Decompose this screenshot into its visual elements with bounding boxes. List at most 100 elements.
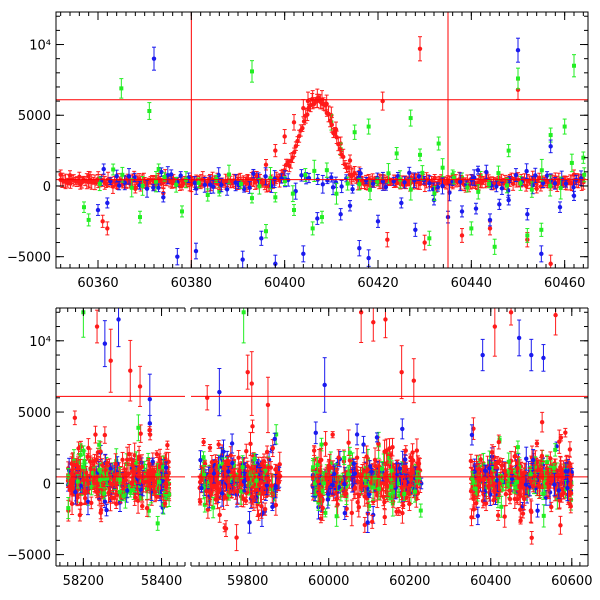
data-point-red (94, 454, 99, 465)
data-point-green (451, 171, 456, 185)
marker (94, 457, 99, 462)
data-point-blue (165, 166, 171, 185)
data-point-red (334, 130, 339, 145)
marker (440, 165, 445, 170)
data-point-blue (114, 169, 119, 183)
data-point-green (312, 159, 317, 183)
marker (552, 181, 558, 186)
data-point-red (380, 91, 385, 111)
marker (219, 182, 224, 188)
marker (339, 184, 344, 189)
data-point-red (77, 508, 83, 522)
data-point-green (418, 148, 422, 162)
marker (196, 180, 201, 185)
marker (93, 432, 98, 437)
marker (202, 182, 208, 188)
marker (320, 215, 324, 220)
marker (69, 501, 75, 507)
marker (150, 459, 155, 464)
marker (124, 457, 130, 462)
marker (515, 47, 521, 53)
data-point-green (516, 67, 520, 90)
marker (548, 133, 553, 138)
data-point-green (525, 228, 530, 243)
data-point-blue (350, 184, 355, 194)
data-point-red (548, 254, 553, 268)
marker (97, 181, 102, 186)
marker (412, 178, 417, 183)
marker (533, 173, 538, 178)
marker (205, 192, 210, 197)
marker (133, 495, 138, 500)
marker (116, 183, 122, 188)
marker (451, 175, 456, 180)
marker (562, 124, 567, 129)
marker (178, 173, 183, 178)
marker (272, 176, 277, 182)
top-panel-reference-lines (56, 12, 588, 268)
data-point-green (572, 54, 576, 78)
data-point-green (138, 210, 142, 224)
marker (132, 453, 137, 458)
marker (85, 454, 90, 460)
data-point-green (529, 181, 534, 198)
marker (487, 226, 493, 231)
marker (81, 448, 86, 453)
data-point-blue (138, 484, 144, 496)
data-point-green (334, 182, 339, 205)
marker (161, 195, 166, 200)
data-point-green (558, 176, 563, 200)
data-point-blue (370, 179, 376, 188)
marker (310, 226, 315, 231)
marker (126, 483, 131, 488)
marker (66, 506, 71, 511)
marker (572, 63, 576, 68)
data-point-red (68, 480, 73, 491)
data-point-green (119, 78, 124, 99)
data-point-blue (524, 163, 529, 179)
data-point-green (581, 151, 586, 164)
data-point-blue (175, 248, 180, 266)
data-point-red (140, 502, 145, 510)
marker (151, 56, 157, 61)
marker (224, 187, 230, 192)
data-point-red (93, 425, 98, 444)
marker (427, 181, 432, 186)
marker (264, 229, 268, 234)
data-point-green (562, 118, 567, 135)
marker (82, 458, 87, 463)
data-point-blue (563, 179, 569, 188)
data-point-green (205, 188, 210, 202)
data-point-red (100, 214, 105, 228)
data-point-green (436, 136, 441, 151)
data-point-green (408, 178, 413, 201)
marker (315, 216, 320, 221)
marker (563, 181, 569, 186)
marker (134, 460, 139, 465)
data-point-green (154, 171, 159, 193)
top-xtick-label: 60400 (264, 276, 305, 291)
data-point-red (126, 443, 132, 465)
marker (380, 179, 386, 184)
data-point-blue (494, 180, 499, 193)
marker (155, 473, 160, 478)
marker (145, 471, 151, 476)
data-point-green (111, 163, 116, 176)
data-point-red (147, 428, 153, 441)
marker (386, 171, 391, 176)
marker (529, 187, 534, 192)
marker (375, 219, 381, 224)
marker (287, 163, 292, 169)
data-point-green (310, 221, 315, 236)
data-point-red (273, 144, 278, 158)
marker (147, 432, 153, 437)
data-point-red (282, 129, 287, 144)
data-point-green (539, 222, 544, 237)
marker (530, 182, 535, 188)
data-point-blue (459, 205, 465, 218)
marker (582, 172, 587, 177)
data-point-blue (306, 172, 312, 184)
marker (525, 233, 530, 238)
data-point-red (341, 148, 346, 165)
